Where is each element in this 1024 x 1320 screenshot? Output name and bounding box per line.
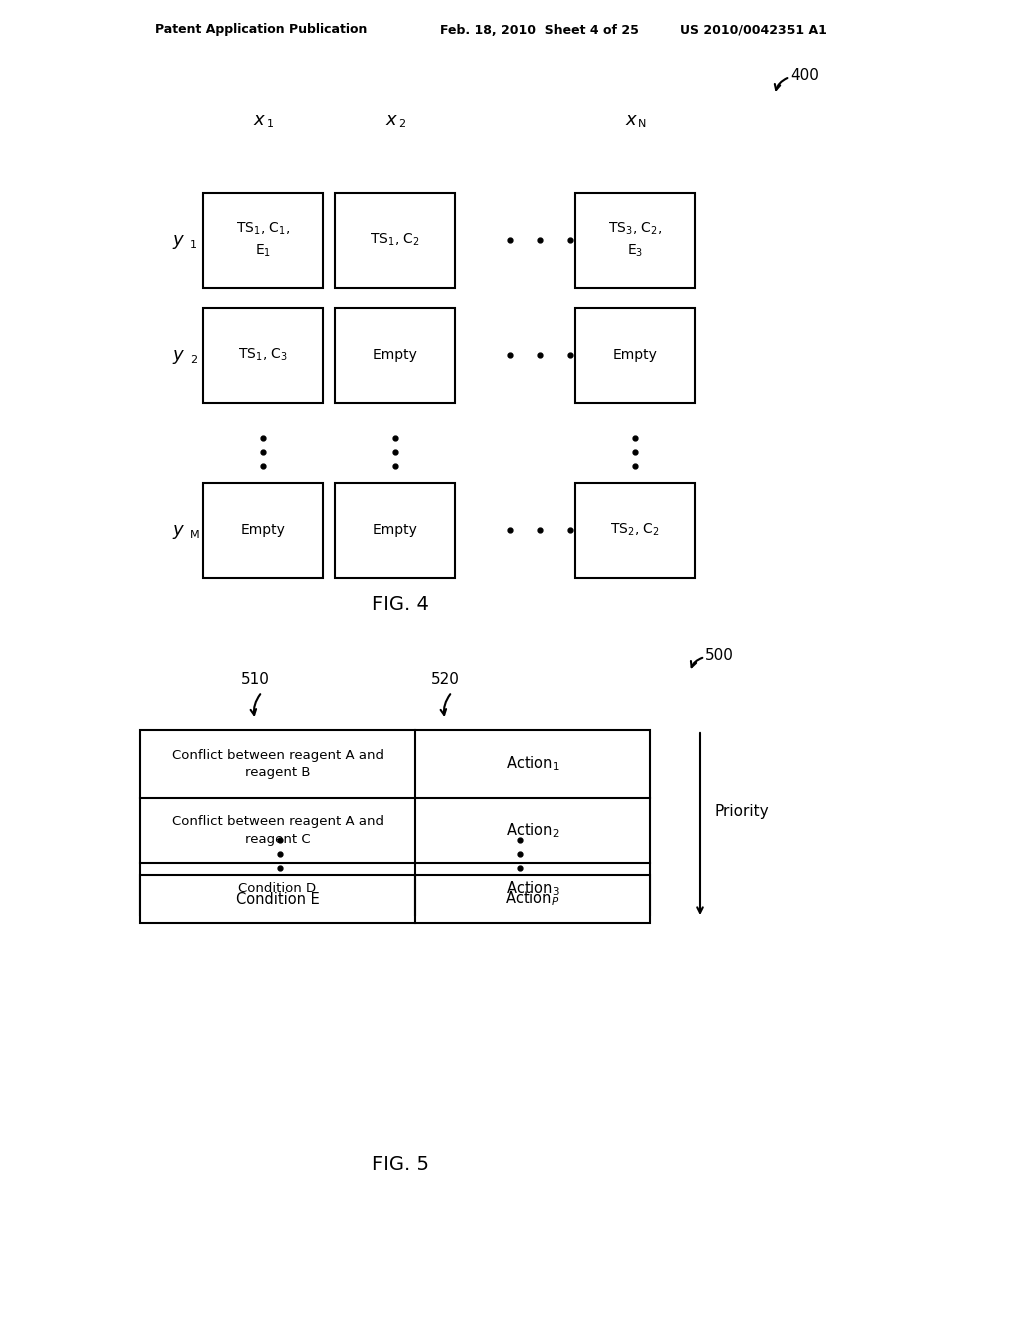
Bar: [575, 483, 695, 578]
Text: FIG. 5: FIG. 5: [372, 1155, 428, 1175]
Text: 500: 500: [705, 648, 734, 663]
Text: x: x: [386, 111, 396, 129]
Text: M: M: [190, 531, 200, 540]
Bar: [335, 193, 455, 288]
Text: 2: 2: [190, 355, 198, 366]
Text: Feb. 18, 2010  Sheet 4 of 25: Feb. 18, 2010 Sheet 4 of 25: [440, 24, 639, 37]
Text: y: y: [173, 521, 183, 539]
Text: Conflict between reagent A and
reagent C: Conflict between reagent A and reagent C: [171, 816, 384, 846]
Bar: [203, 193, 323, 288]
Text: TS$_1$, C$_2$: TS$_1$, C$_2$: [370, 232, 420, 248]
Text: 1: 1: [190, 240, 197, 249]
Bar: [575, 308, 695, 403]
Bar: [140, 875, 650, 923]
Text: 520: 520: [430, 672, 460, 688]
Text: 2: 2: [398, 119, 406, 129]
Text: US 2010/0042351 A1: US 2010/0042351 A1: [680, 24, 826, 37]
Text: Priority: Priority: [715, 804, 770, 818]
Text: Action$_3$: Action$_3$: [506, 879, 559, 899]
Text: 400: 400: [790, 67, 819, 82]
Text: 1: 1: [266, 119, 273, 129]
Text: Empty: Empty: [373, 348, 418, 362]
Bar: [335, 483, 455, 578]
Text: FIG. 4: FIG. 4: [372, 595, 428, 615]
Text: y: y: [173, 346, 183, 364]
Text: Action$_P$: Action$_P$: [505, 890, 560, 908]
Text: y: y: [173, 231, 183, 249]
Text: TS$_3$, C$_2$,
E$_3$: TS$_3$, C$_2$, E$_3$: [608, 220, 663, 260]
Bar: [140, 730, 650, 915]
Text: Condition D: Condition D: [239, 883, 316, 895]
Text: Patent Application Publication: Patent Application Publication: [155, 24, 368, 37]
Text: x: x: [254, 111, 264, 129]
Text: Empty: Empty: [612, 348, 657, 362]
Text: TS$_1$, C$_3$: TS$_1$, C$_3$: [238, 347, 288, 363]
Bar: [575, 193, 695, 288]
Text: x: x: [626, 111, 636, 129]
Text: TS$_1$, C$_1$,
E$_1$: TS$_1$, C$_1$, E$_1$: [236, 220, 290, 260]
Bar: [335, 308, 455, 403]
Text: Action$_2$: Action$_2$: [506, 821, 559, 840]
Text: TS$_2$, C$_2$: TS$_2$, C$_2$: [610, 521, 659, 539]
Bar: [203, 483, 323, 578]
Text: Conflict between reagent A and
reagent B: Conflict between reagent A and reagent B: [171, 748, 384, 779]
Text: 510: 510: [241, 672, 269, 688]
Text: Empty: Empty: [373, 523, 418, 537]
Text: Empty: Empty: [241, 523, 286, 537]
Bar: [203, 308, 323, 403]
Text: Action$_1$: Action$_1$: [506, 755, 559, 774]
Text: Condition E: Condition E: [236, 891, 319, 907]
Text: N: N: [638, 119, 646, 129]
